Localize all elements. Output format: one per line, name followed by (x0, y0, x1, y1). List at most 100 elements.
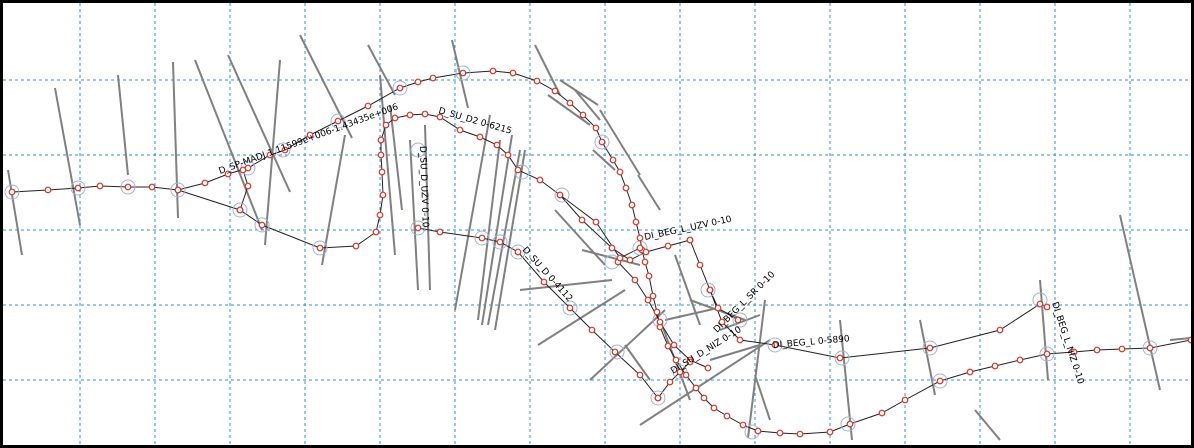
vertex-marker (436, 113, 444, 121)
vertex-marker (672, 356, 680, 364)
vertex-marker (306, 131, 314, 139)
vertex-marker (696, 261, 704, 269)
vertex-marker (598, 138, 606, 146)
label-su-d2: D_SU_D2 0-6215 (437, 106, 512, 136)
vertex-marker (364, 102, 372, 110)
vertex-marker (632, 218, 640, 226)
vertex-marker (334, 117, 342, 125)
vertex-marker (377, 136, 385, 144)
cross-section-line (299, 34, 353, 139)
cross-section-line (1169, 337, 1191, 341)
label-beg-l: DI_BEG_L 0-5890 (772, 334, 850, 351)
vertex-marker (754, 427, 762, 435)
vertex-marker (316, 244, 324, 252)
node-ring (330, 113, 346, 129)
cross-section-line (379, 74, 396, 256)
vertex-marker (493, 141, 501, 149)
vertex-marker (536, 176, 544, 184)
cross-section-line (574, 89, 601, 121)
vertex-marker (649, 292, 657, 300)
vertex-marker (626, 256, 634, 264)
vertex-marker (406, 111, 414, 119)
vertex-marker (566, 99, 574, 107)
cross-section-line (534, 44, 561, 96)
vertex-marker (1043, 303, 1051, 311)
cross-section-line (537, 289, 626, 346)
vertex-marker (608, 244, 616, 252)
vertex-marker (96, 182, 104, 190)
cross-section-line (477, 139, 501, 321)
label-su-d-uzv: D_SU_D_UZV 0-10 (417, 146, 430, 228)
label-su-d: D_SU_D 0-4112 (520, 245, 574, 304)
vertex-marker (739, 421, 747, 429)
vertex-marker (266, 151, 274, 159)
vertex-marker (723, 412, 731, 420)
node-ring (609, 344, 625, 360)
vertex-marker (692, 384, 700, 392)
cross-section-line (592, 149, 616, 171)
vertex-marker (378, 168, 386, 176)
vertex-marker (391, 114, 399, 122)
node-ring (1039, 346, 1055, 362)
vertex-marker (682, 371, 690, 379)
vertex-marker (714, 304, 722, 312)
node-ring (514, 164, 530, 180)
node-ring (834, 350, 850, 366)
vertex-marker (616, 168, 624, 176)
vertex-marker (201, 179, 209, 187)
node-ring (70, 180, 86, 196)
vertex-markers (8, 67, 1191, 438)
vertex-marker (901, 396, 909, 404)
vertex-marker (706, 286, 714, 294)
vertex-marker (636, 371, 644, 379)
vertex-marker (926, 344, 934, 352)
branch-labels: D_SP-MADJ 1.11599e+006-1.43435e+006 D_SU… (218, 102, 1086, 385)
vertex-marker (476, 133, 484, 141)
network-link (177, 113, 691, 261)
vertex-marker (540, 278, 548, 286)
vertex-marker (396, 84, 404, 92)
vertex-marker (566, 304, 574, 312)
cross-section-line (554, 209, 606, 266)
node-ring (455, 65, 471, 81)
vertex-marker (514, 248, 522, 256)
vertex-marker (686, 236, 694, 244)
node-ring (554, 187, 570, 203)
cross-section-line (637, 174, 661, 211)
vertex-marker (616, 254, 624, 262)
cross-section-line (547, 94, 591, 126)
node-ring (562, 300, 578, 316)
vertex-marker (414, 224, 422, 232)
cross-section-line (589, 309, 666, 381)
cross-section-line (7, 169, 23, 256)
vertex-marker (509, 69, 517, 77)
cross-section-line (487, 149, 521, 326)
vertex-marker (239, 166, 247, 174)
node-ring (410, 220, 426, 236)
cross-section-line (519, 279, 613, 291)
node-ring (767, 337, 783, 353)
cross-section-line (974, 409, 1001, 441)
node-ring (474, 230, 490, 246)
vertex-marker (496, 238, 504, 246)
node-ring (594, 134, 610, 150)
node-ring (232, 202, 248, 218)
vertex-marker (376, 211, 384, 219)
cross-section-line (624, 344, 651, 381)
node-ring (650, 390, 666, 406)
vertex-marker (592, 124, 600, 132)
cross-section-line (1119, 214, 1161, 391)
vertex-marker (236, 206, 244, 214)
vertex-marker (704, 364, 712, 372)
vertex-marker (578, 216, 586, 224)
vertex-marker (8, 188, 16, 196)
vertex-marker (826, 428, 834, 436)
cross-section-line (481, 134, 513, 326)
vertex-marker (414, 78, 422, 86)
vertex-marker (1036, 300, 1044, 308)
vertex-marker (1016, 356, 1024, 364)
vertex-marker (653, 308, 661, 316)
vertex-marker (258, 221, 266, 229)
vertex-marker (124, 183, 132, 191)
